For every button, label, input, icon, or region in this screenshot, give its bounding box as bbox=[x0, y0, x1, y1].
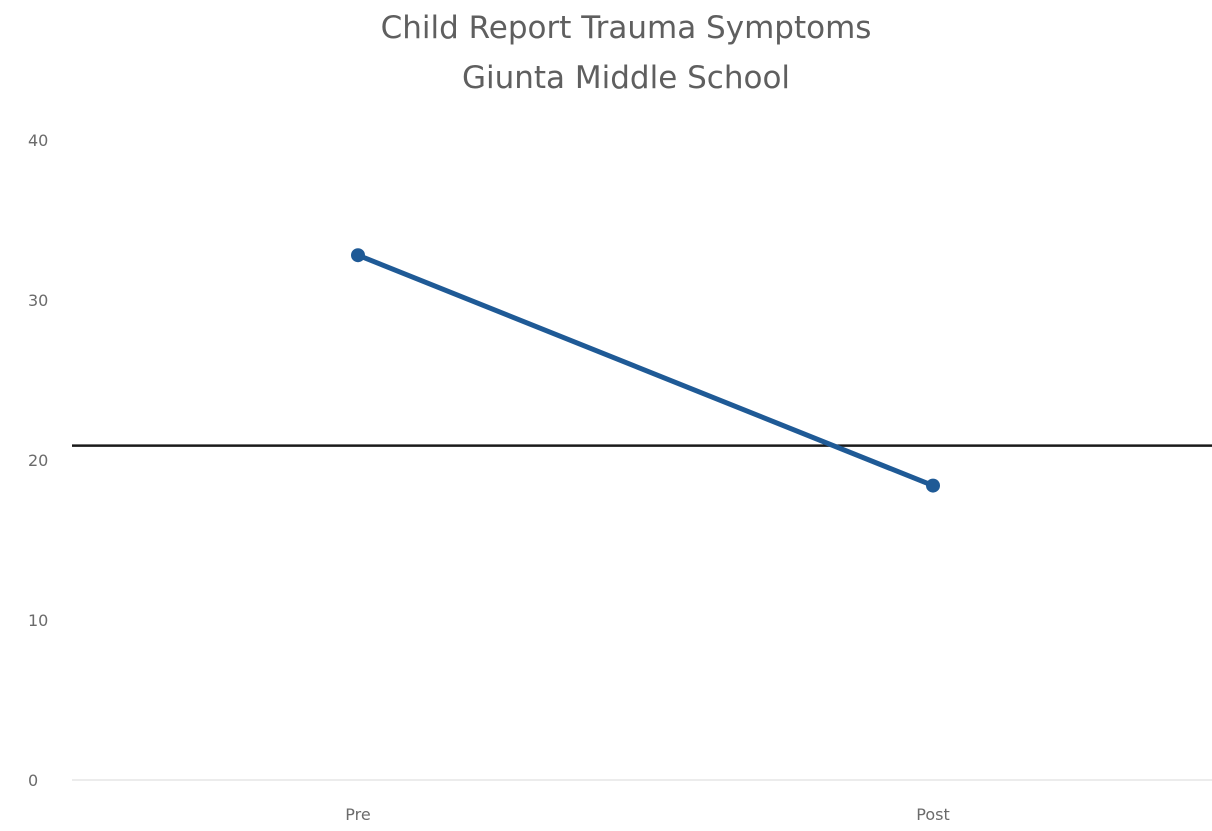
y-tick-label: 10 bbox=[28, 611, 48, 630]
series-layer bbox=[351, 248, 940, 493]
y-tick-label: 0 bbox=[28, 771, 38, 790]
data-point bbox=[926, 478, 940, 493]
y-tick-label: 30 bbox=[28, 291, 48, 310]
x-tick-label: Post bbox=[916, 805, 949, 824]
series-line bbox=[355, 252, 936, 489]
axis-layer: 0 10 20 30 40 Pre Post bbox=[28, 131, 1212, 824]
x-tick-label: Pre bbox=[345, 805, 370, 824]
y-tick-label: 40 bbox=[28, 131, 48, 150]
chart-title: Child Report Trauma Symptoms bbox=[381, 10, 872, 46]
chart-subtitle: Giunta Middle School bbox=[462, 60, 790, 96]
y-tick-label: 20 bbox=[28, 451, 48, 470]
data-point bbox=[351, 248, 365, 263]
